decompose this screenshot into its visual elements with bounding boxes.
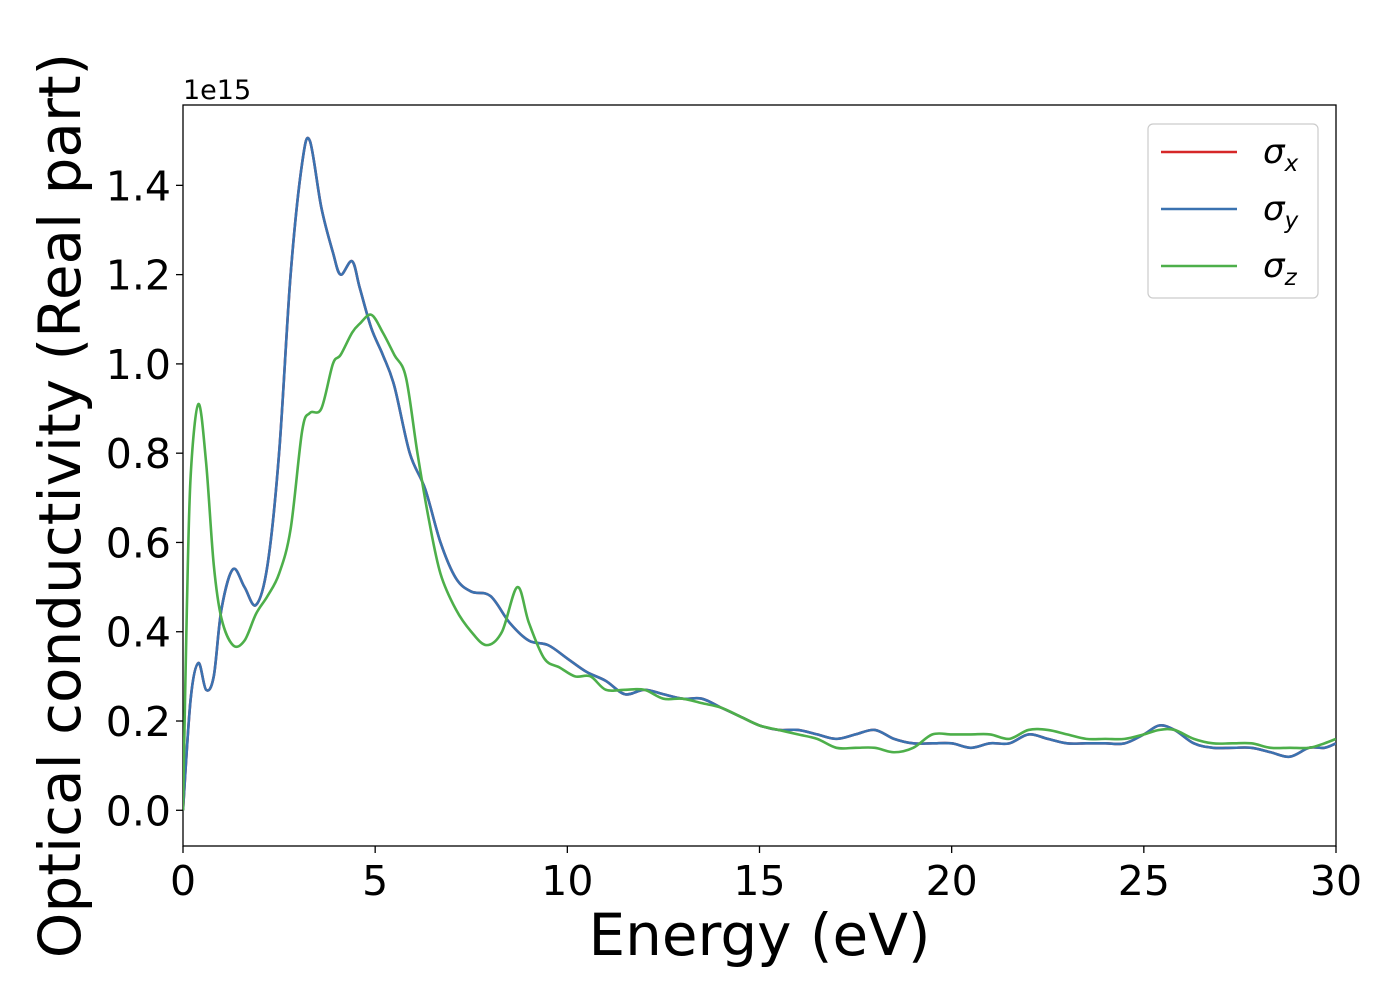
y-axis: 0.0 0.2 0.4 0.6 0.8 1.0 1.2 1.4 [106,162,183,835]
y-tick-label: 1.4 [106,162,171,210]
series-layer [183,136,1336,811]
x-tick-label: 25 [1118,857,1170,905]
x-tick-label: 30 [1310,857,1362,905]
x-tick-label: 0 [170,857,196,905]
legend-subscript: z [1284,265,1298,291]
y-tick-label: 0.8 [106,430,171,478]
series-line-z [183,313,1336,811]
legend-box [1147,123,1319,299]
x-axis: 0 5 10 15 20 25 30 [170,846,1362,905]
y-tick-label: 0.0 [106,787,171,835]
legend-label: σz [1263,246,1298,291]
y-offset-text: 1e15 [183,75,251,106]
y-tick-label: 0.4 [106,609,171,657]
legend-item-x: σx [1161,132,1299,177]
x-axis-label: Energy (eV) [588,901,930,969]
legend-symbol: σ [1263,246,1286,286]
legend-item-y: σy [1161,189,1299,234]
y-tick-label: 0.2 [106,698,171,746]
x-tick-label: 5 [362,857,388,905]
y-axis-label: Optical conductivity (Real part) [26,53,94,958]
legend-symbol: σ [1263,132,1286,172]
x-tick-label: 15 [733,857,785,905]
x-tick-label: 10 [541,857,593,905]
legend-label: σy [1263,189,1299,234]
x-tick-label: 20 [926,857,978,905]
y-tick-label: 1.0 [106,341,171,389]
y-tick-label: 1.2 [106,252,171,300]
y-tick-label: 0.6 [106,519,171,567]
legend-item-z: σz [1161,246,1298,291]
legend-subscript: x [1284,151,1299,177]
legend-subscript: y [1284,208,1299,234]
legend-label: σx [1263,132,1299,177]
legend-symbol: σ [1263,189,1286,229]
